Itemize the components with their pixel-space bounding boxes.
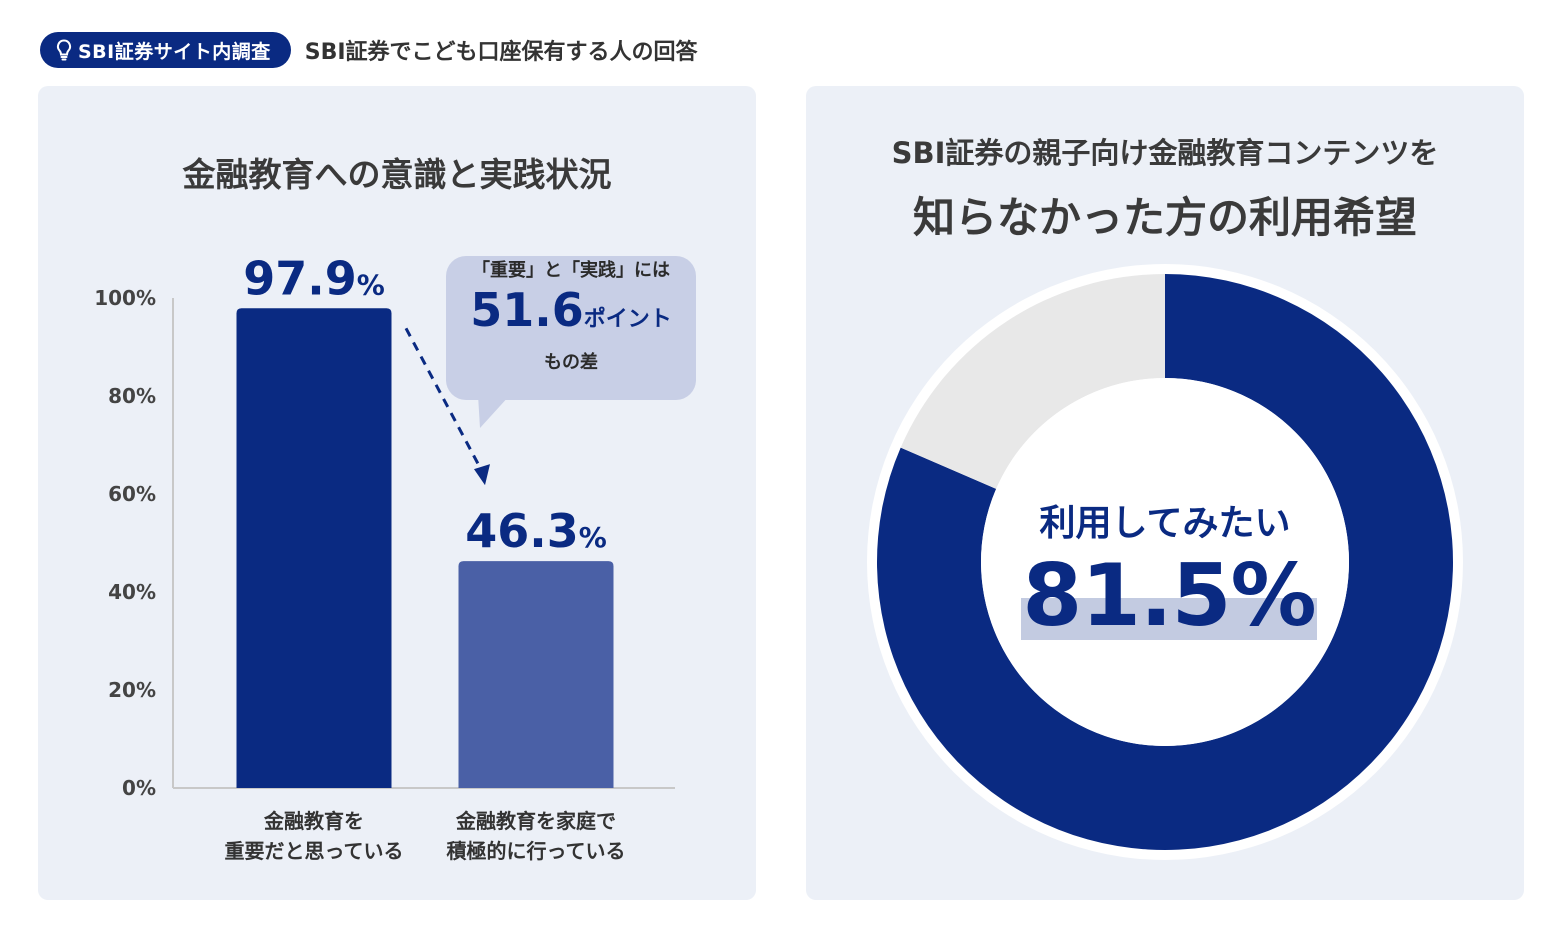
donut-center-value: 81.5% — [1022, 546, 1316, 646]
donut-hole — [981, 378, 1349, 746]
donut-slice — [900, 274, 1165, 489]
callout-text: 「重要」と「実践」には 51.6ポイント もの差 — [446, 256, 696, 374]
bar — [236, 308, 392, 788]
lightbulb-icon — [56, 39, 72, 61]
donut-slice — [877, 274, 1453, 850]
y-tick-label: 20% — [108, 678, 156, 702]
callout-line3: もの差 — [544, 352, 598, 373]
callout-bubble — [446, 256, 696, 400]
callout-unit: ポイント — [583, 307, 672, 332]
bar-chart-title: 金融教育への意識と実践状況 — [182, 155, 612, 194]
arrow-head — [474, 464, 490, 486]
donut-center-value-wrap: 81.5% — [1021, 546, 1317, 646]
y-tick-label: 60% — [108, 482, 156, 506]
donut-title-line1: SBI証券の親子向け金融教育コンテンツを — [891, 136, 1439, 170]
bar-value-label: 97.9% — [243, 251, 385, 305]
donut-title-line2: 知らなかった方の利用希望 — [912, 193, 1417, 242]
x-category-label: 積極的に行っている — [447, 839, 626, 863]
donut-chart-panel: SBI証券の親子向け金融教育コンテンツを 知らなかった方の利用希望 利用してみた… — [806, 86, 1524, 900]
bar-value: 46.3 — [465, 504, 579, 558]
bar-value: 97.9 — [243, 251, 357, 305]
bar-chart-panel: 金融教育への意識と実践状況 0% 20% 40% 60% 80% 100% 97.9% 金融教… — [38, 86, 756, 900]
callout-value: 51.6 — [470, 283, 584, 337]
x-category-label: 金融教育を家庭で — [455, 809, 616, 833]
arrow-line — [404, 327, 485, 474]
bar — [458, 561, 614, 788]
callout-line1: 「重要」と「実践」には — [472, 260, 670, 281]
header-subtitle: SBI証券でこども口座保有する人の回答 — [304, 40, 698, 65]
header: SBI証券サイト内調査 SBI証券でこども口座保有する人の回答 — [40, 32, 698, 68]
y-tick-label: 100% — [94, 286, 156, 310]
callout-pointer — [478, 395, 510, 428]
y-tick-label: 40% — [108, 580, 156, 604]
y-tick-label: 0% — [122, 776, 156, 800]
survey-badge: SBI証券サイト内調査 — [40, 32, 291, 68]
bar-value-label: 46.3% — [465, 504, 607, 558]
x-category-label: 重要だと思っている — [225, 839, 404, 863]
y-tick-label: 80% — [108, 384, 156, 408]
x-category-label: 金融教育を — [263, 809, 364, 833]
bar-value-unit: % — [579, 521, 607, 554]
callout-value-line: 51.6ポイント — [446, 282, 696, 348]
bar-value-unit: % — [357, 268, 385, 301]
value-highlight — [1021, 598, 1317, 640]
donut-chart — [867, 264, 1463, 860]
badge-label: SBI証券サイト内調査 — [78, 40, 271, 63]
donut-center-label: 利用してみたい — [1039, 503, 1291, 544]
